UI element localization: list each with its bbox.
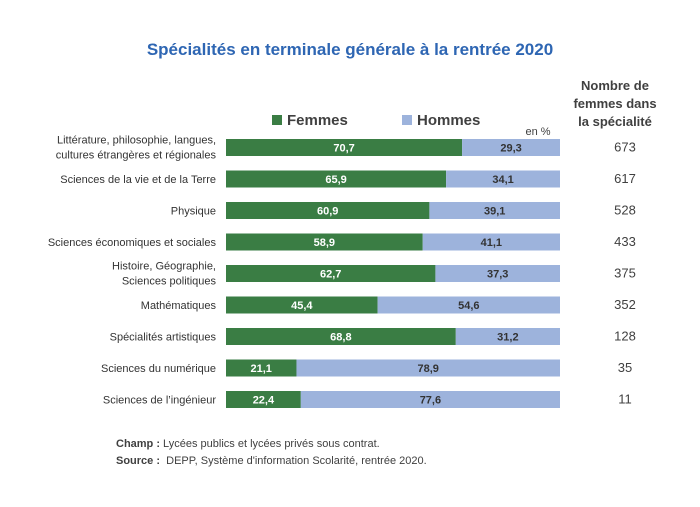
category-label-4-line-0: Histoire, Géographie, [112,261,216,273]
legend-swatch-1 [402,115,412,125]
value-label-femmes-3: 58,9 [314,237,335,249]
value-label-hommes-0: 29,3 [500,143,521,155]
legend-swatch-0 [272,115,282,125]
champ-note: Champ : Lycées publics et lycées privés … [116,436,427,453]
count-value-2: 528 [614,203,636,218]
bar-femmes-2 [226,202,430,219]
value-label-hommes-2: 39,1 [484,206,505,218]
value-label-hommes-7: 78,9 [418,363,439,375]
bar-femmes-6 [226,328,456,345]
value-label-femmes-4: 62,7 [320,269,341,281]
champ-text: Lycées publics et lycées privés sous con… [160,438,380,450]
value-label-femmes-2: 60,9 [317,206,338,218]
bar-hommes-1 [446,170,560,188]
bar-femmes-0 [226,139,463,156]
category-label-1: Sciences de la vie et de la Terre [60,174,216,186]
value-label-femmes-8: 22,4 [253,395,275,407]
category-label-8: Sciences de l’ingénieur [103,395,216,407]
bar-femmes-7 [226,359,297,377]
bar-hommes-3 [422,233,560,251]
value-label-hommes-8: 77,6 [420,395,441,407]
count-value-8: 11 [618,392,632,407]
bar-femmes-8 [226,391,301,408]
value-label-femmes-1: 65,9 [325,174,346,186]
source-note: Source : DEPP, Système d'information Sco… [116,453,427,470]
count-header-line-0: Nombre de [581,78,649,93]
category-label-6: Spécialités artistiques [110,332,217,344]
source-label: Source : [116,455,161,467]
category-label-2: Physique [171,206,216,218]
legend-label-1: Hommes [417,112,480,129]
source-text: DEPP, Système d'information Scolarité, r… [160,455,427,467]
value-label-hommes-1: 34,1 [492,174,513,186]
bar-hommes-7 [296,359,560,377]
count-value-5: 352 [614,297,636,312]
category-label-7: Sciences du numérique [101,363,216,375]
value-label-hommes-4: 37,3 [487,269,508,281]
value-label-femmes-6: 68,8 [330,332,351,344]
category-label-4-line-1: Sciences politiques [122,276,217,288]
count-value-7: 35 [618,360,632,375]
count-value-1: 617 [614,171,636,186]
chart-notes: Champ : Lycées publics et lycées privés … [116,436,427,470]
count-header-line-1: femmes dans [573,96,656,111]
value-label-femmes-5: 45,4 [291,300,313,312]
bar-hommes-2 [429,202,560,219]
count-value-0: 673 [614,140,636,155]
bar-femmes-4 [226,265,436,282]
bar-hommes-4 [435,265,560,282]
value-label-femmes-7: 21,1 [251,363,272,375]
bar-femmes-3 [226,233,423,251]
value-label-hommes-5: 54,6 [458,300,479,312]
bar-femmes-5 [226,296,378,314]
bar-hommes-8 [300,391,560,408]
bar-hommes-6 [455,328,560,345]
legend-label-0: Femmes [287,112,348,129]
value-label-femmes-0: 70,7 [333,143,354,155]
value-label-hommes-6: 31,2 [497,332,518,344]
category-label-0-line-0: Littérature, philosophie, langues, [57,135,216,147]
category-label-0-line-1: cultures étrangères et régionales [56,150,217,162]
unit-label: en % [525,126,550,138]
count-value-6: 128 [614,329,636,344]
category-label-3: Sciences économiques et sociales [48,237,217,249]
bar-femmes-1 [226,170,447,188]
count-header-line-2: la spécialité [578,114,652,129]
category-label-5: Mathématiques [141,300,217,312]
chart-title: Spécialités en terminale générale à la r… [147,40,553,59]
bar-hommes-0 [462,139,560,156]
count-value-3: 433 [614,234,636,249]
champ-label: Champ : [116,438,160,450]
bar-hommes-5 [377,296,560,314]
value-label-hommes-3: 41,1 [481,237,502,249]
count-value-4: 375 [614,266,636,281]
